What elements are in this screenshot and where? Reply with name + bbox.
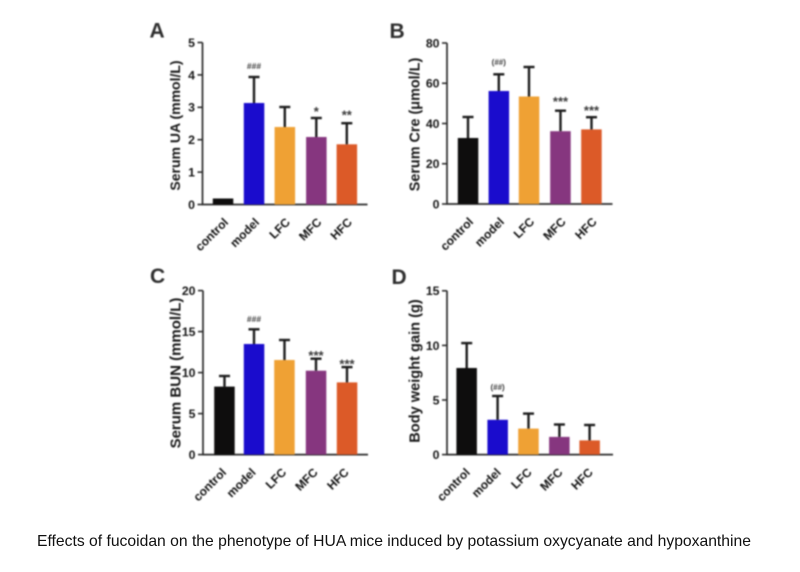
svg-text:***: *** [339, 357, 355, 372]
svg-text:2: 2 [188, 133, 195, 147]
svg-text:40: 40 [426, 117, 440, 131]
svg-text:60: 60 [426, 77, 440, 91]
svg-text:0: 0 [433, 197, 440, 211]
svg-text:***: *** [308, 348, 324, 363]
svg-text:Serum BUN (mmol/L): Serum BUN (mmol/L) [168, 298, 185, 449]
svg-text:*: * [314, 104, 320, 119]
svg-text:***: *** [584, 103, 600, 118]
svg-text:0: 0 [189, 448, 196, 462]
svg-text:20: 20 [182, 284, 196, 298]
svg-text:D: D [392, 266, 407, 289]
svg-text:1: 1 [188, 166, 195, 180]
svg-text:Serum Cre (μmol/L): Serum Cre (μmol/L) [408, 58, 424, 192]
svg-text:3: 3 [188, 101, 195, 115]
svg-text:(##): (##) [492, 58, 507, 67]
svg-text:**: ** [342, 108, 353, 123]
svg-text:***: *** [553, 94, 569, 109]
svg-text:10: 10 [426, 339, 440, 353]
svg-text:5: 5 [188, 36, 195, 50]
svg-text:20: 20 [426, 157, 440, 171]
svg-text:0: 0 [188, 198, 195, 212]
svg-text:Body weight gain (g): Body weight gain (g) [408, 299, 424, 443]
svg-text:5: 5 [433, 393, 440, 407]
svg-text:15: 15 [426, 284, 440, 298]
svg-text:15: 15 [182, 325, 196, 339]
svg-text:5: 5 [189, 407, 196, 421]
svg-text:C: C [150, 265, 165, 288]
svg-text:B: B [390, 20, 405, 43]
svg-text:###: ### [247, 61, 261, 71]
svg-text:0: 0 [433, 448, 440, 462]
svg-text:###: ### [247, 314, 261, 324]
svg-text:(##): (##) [490, 383, 505, 392]
svg-text:Serum UA (mmol/L): Serum UA (mmol/L) [167, 60, 183, 190]
svg-text:4: 4 [188, 68, 195, 82]
svg-text:80: 80 [426, 36, 440, 50]
svg-text:A: A [150, 20, 165, 43]
svg-text:10: 10 [182, 366, 196, 380]
